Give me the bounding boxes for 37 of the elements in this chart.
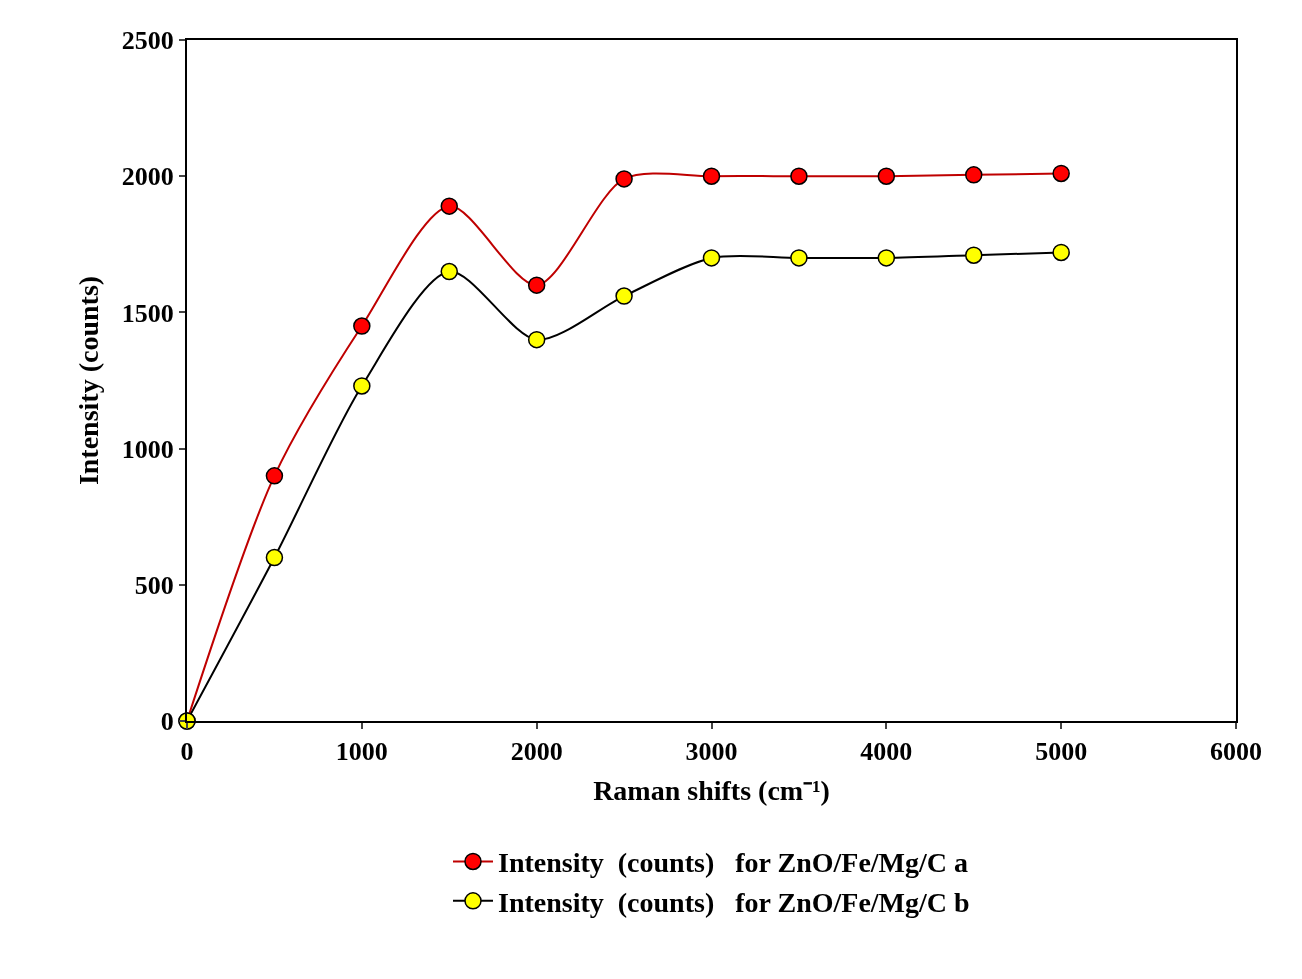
point (1052, 164, 1070, 183)
legend-label: Intensity (counts) for ZnO/Fe/Mg/C b (498, 886, 970, 918)
point (965, 246, 983, 264)
point (353, 377, 371, 395)
y-tick-label: 1500 (121, 298, 174, 328)
x-tick-label: 3000 (685, 737, 738, 767)
x-tick-label: 6000 (1210, 737, 1262, 767)
x-tick-label: 1000 (335, 737, 388, 767)
point (527, 330, 546, 349)
x-tick-label: 2000 (510, 737, 563, 767)
x-tick-label: 4000 (860, 737, 913, 767)
point (877, 167, 896, 185)
point (440, 262, 458, 281)
y-tick-label: 1000 (121, 434, 174, 464)
x-tick-label: 5000 (1035, 737, 1088, 767)
point (615, 170, 633, 188)
point (702, 167, 721, 185)
x-tick-label: 0 (180, 737, 194, 767)
point (877, 249, 896, 267)
point (790, 167, 808, 185)
x-axis-title: Raman shifts (cm⁻¹) (593, 774, 830, 806)
point (527, 276, 546, 294)
point (265, 467, 284, 485)
point (702, 249, 721, 267)
point (440, 197, 458, 215)
y-tick-label: 2500 (121, 26, 174, 56)
point (965, 166, 983, 184)
point (1052, 243, 1070, 262)
y-tick-label: 0 (160, 707, 174, 737)
point (265, 548, 284, 567)
y-tick-label: 500 (134, 570, 174, 600)
y-axis-title: Intensity (counts) (73, 275, 104, 486)
point (790, 249, 808, 267)
legend-label: Intensity (counts) for ZnO/Fe/Mg/C a (498, 847, 969, 879)
point (353, 317, 371, 335)
point (615, 287, 633, 305)
y-tick-label: 2000 (121, 162, 174, 192)
